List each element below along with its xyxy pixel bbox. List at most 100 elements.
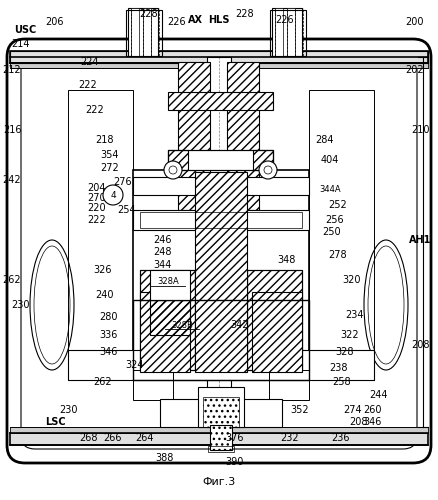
Bar [168, 150, 273, 170]
Bar [252, 292, 302, 372]
Text: 266: 266 [104, 433, 122, 443]
Text: 222: 222 [88, 215, 106, 225]
Text: 222: 222 [79, 80, 97, 90]
Bar [253, 150, 273, 170]
Bar [133, 300, 309, 380]
Bar [140, 292, 190, 372]
Text: 344A: 344A [319, 186, 341, 194]
Text: 240: 240 [96, 290, 114, 300]
Text: 236: 236 [331, 433, 349, 443]
Text: 404: 404 [321, 155, 339, 165]
Text: 228: 228 [140, 9, 158, 19]
Text: AX: AX [187, 15, 202, 25]
Text: 342: 342 [231, 320, 249, 330]
Bar [150, 270, 190, 300]
Text: 238: 238 [329, 363, 347, 373]
Text: 210: 210 [411, 125, 429, 135]
Text: 390: 390 [226, 457, 244, 467]
Bar [126, 10, 162, 56]
Bar [270, 10, 306, 56]
Bar [133, 177, 309, 195]
Text: 256: 256 [326, 215, 344, 225]
Circle shape [103, 185, 123, 205]
Text: LSC: LSC [45, 417, 65, 427]
Text: 218: 218 [96, 135, 114, 145]
Bar [275, 8, 283, 56]
Text: 376: 376 [226, 433, 244, 443]
Text: 264: 264 [136, 433, 154, 443]
Text: HLS: HLS [208, 15, 230, 25]
Text: 280: 280 [99, 312, 117, 322]
Bar [10, 51, 428, 63]
Bar [10, 427, 428, 433]
Text: 226: 226 [168, 17, 186, 27]
Text: 4: 4 [110, 190, 116, 200]
Text: 258: 258 [333, 377, 351, 387]
Text: Фиг.3: Фиг.3 [202, 477, 236, 487]
Text: 262: 262 [3, 275, 21, 285]
Bar [140, 270, 195, 370]
Circle shape [169, 166, 177, 174]
Text: 388: 388 [156, 453, 174, 463]
Text: 276: 276 [114, 177, 132, 187]
Text: 200: 200 [406, 17, 424, 27]
Text: 268: 268 [79, 433, 97, 443]
Bar [68, 350, 374, 380]
Ellipse shape [364, 240, 408, 370]
Text: 222: 222 [85, 105, 104, 115]
Text: 228: 228 [236, 9, 254, 19]
Bar [140, 270, 195, 370]
Bar [287, 8, 295, 56]
Text: 328A: 328A [157, 278, 179, 286]
Text: 248: 248 [153, 247, 171, 257]
Bar [140, 212, 302, 228]
Bar [143, 8, 151, 56]
Text: 230: 230 [59, 405, 77, 415]
Text: 284: 284 [316, 135, 334, 145]
Text: 230: 230 [11, 300, 29, 310]
Text: 216: 216 [3, 125, 21, 135]
Bar [160, 399, 282, 427]
Ellipse shape [30, 240, 74, 370]
Text: 346: 346 [99, 347, 117, 357]
Text: 344: 344 [153, 260, 171, 270]
Circle shape [164, 161, 182, 179]
Circle shape [264, 166, 272, 174]
Bar [10, 62, 428, 68]
Text: 214: 214 [11, 39, 29, 49]
Bar [227, 62, 259, 210]
FancyBboxPatch shape [7, 39, 431, 463]
Text: 346: 346 [364, 417, 382, 427]
Bar [133, 370, 173, 400]
Bar [10, 433, 428, 445]
Text: USC: USC [14, 25, 36, 35]
Text: 224: 224 [81, 57, 99, 67]
Text: 278: 278 [328, 250, 347, 260]
Text: 254: 254 [118, 205, 136, 215]
Bar [272, 8, 302, 56]
Text: 320: 320 [343, 275, 361, 285]
Text: 336: 336 [99, 330, 117, 340]
Bar [168, 150, 188, 170]
Text: 244: 244 [369, 390, 387, 400]
Bar [195, 172, 247, 372]
Text: 354: 354 [101, 150, 119, 160]
Text: 206: 206 [46, 17, 64, 27]
Circle shape [259, 161, 277, 179]
Bar [203, 397, 239, 427]
Text: 232: 232 [281, 433, 299, 443]
Text: 270: 270 [88, 193, 106, 203]
Text: 250: 250 [323, 227, 341, 237]
Bar [10, 51, 428, 63]
Bar [207, 57, 231, 427]
Bar [207, 57, 231, 427]
Text: 226: 226 [276, 15, 294, 25]
Bar [168, 150, 273, 170]
Bar [168, 92, 273, 110]
Text: 208: 208 [411, 340, 429, 350]
Bar [133, 170, 309, 380]
Text: 274: 274 [344, 405, 362, 415]
Text: 246: 246 [154, 235, 172, 245]
Text: 208: 208 [349, 417, 367, 427]
Text: 272: 272 [101, 163, 120, 173]
